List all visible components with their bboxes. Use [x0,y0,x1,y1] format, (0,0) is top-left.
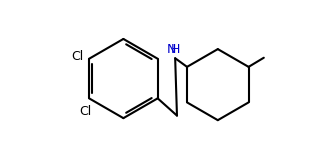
Text: Cl: Cl [79,105,91,118]
Text: H: H [171,43,180,56]
Text: Cl: Cl [71,50,83,63]
Text: N: N [167,43,176,56]
